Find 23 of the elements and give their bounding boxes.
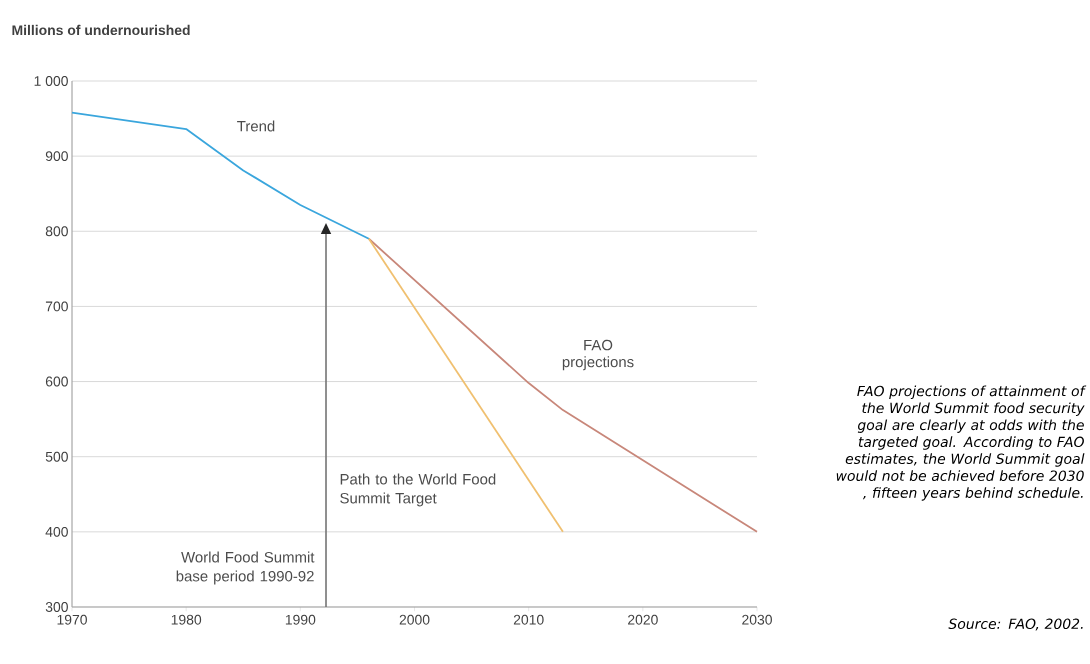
line-series: [71, 111, 370, 240]
y-tick-label: 1 000: [34, 76, 68, 86]
text: FAO projections of attainment of the World Summit food security goal are clearly at odds with the targeted goal. According to FAO estimates, the World Summit goal would not be achieved before 2030 , fifteen years behind schedule.: [836, 385, 1087, 501]
x-tick-label: 1970: [57, 614, 87, 625]
x-tick-label: 2030: [742, 614, 772, 625]
source-note: Source: FAO, 2002.: [948, 618, 1083, 631]
x-tick-label: 2020: [628, 614, 658, 625]
x-tick-label: 1990: [285, 614, 316, 625]
y-tick-label: 400: [45, 526, 68, 537]
y-axis-title: Millions of undernourished: [12, 24, 190, 36]
x-tick-label: 2000: [399, 614, 430, 625]
annotation: FAO projections: [562, 339, 634, 371]
y-tick-label: 600: [45, 376, 68, 387]
annotation: Trend: [237, 120, 275, 132]
y-tick-label: 700: [45, 301, 68, 312]
y-tick-label: 900: [45, 151, 68, 162]
y-tick-label: 500: [45, 451, 68, 462]
annotation: Path to the World Food Summit Target: [340, 473, 496, 507]
y-tick-label: 800: [45, 226, 68, 237]
x-tick-label: 2010: [513, 614, 544, 625]
annotation: World Food Summit base period 1990-92: [176, 551, 315, 585]
y-tick-label: 300: [45, 602, 68, 612]
x-tick-label: 1980: [171, 614, 202, 625]
